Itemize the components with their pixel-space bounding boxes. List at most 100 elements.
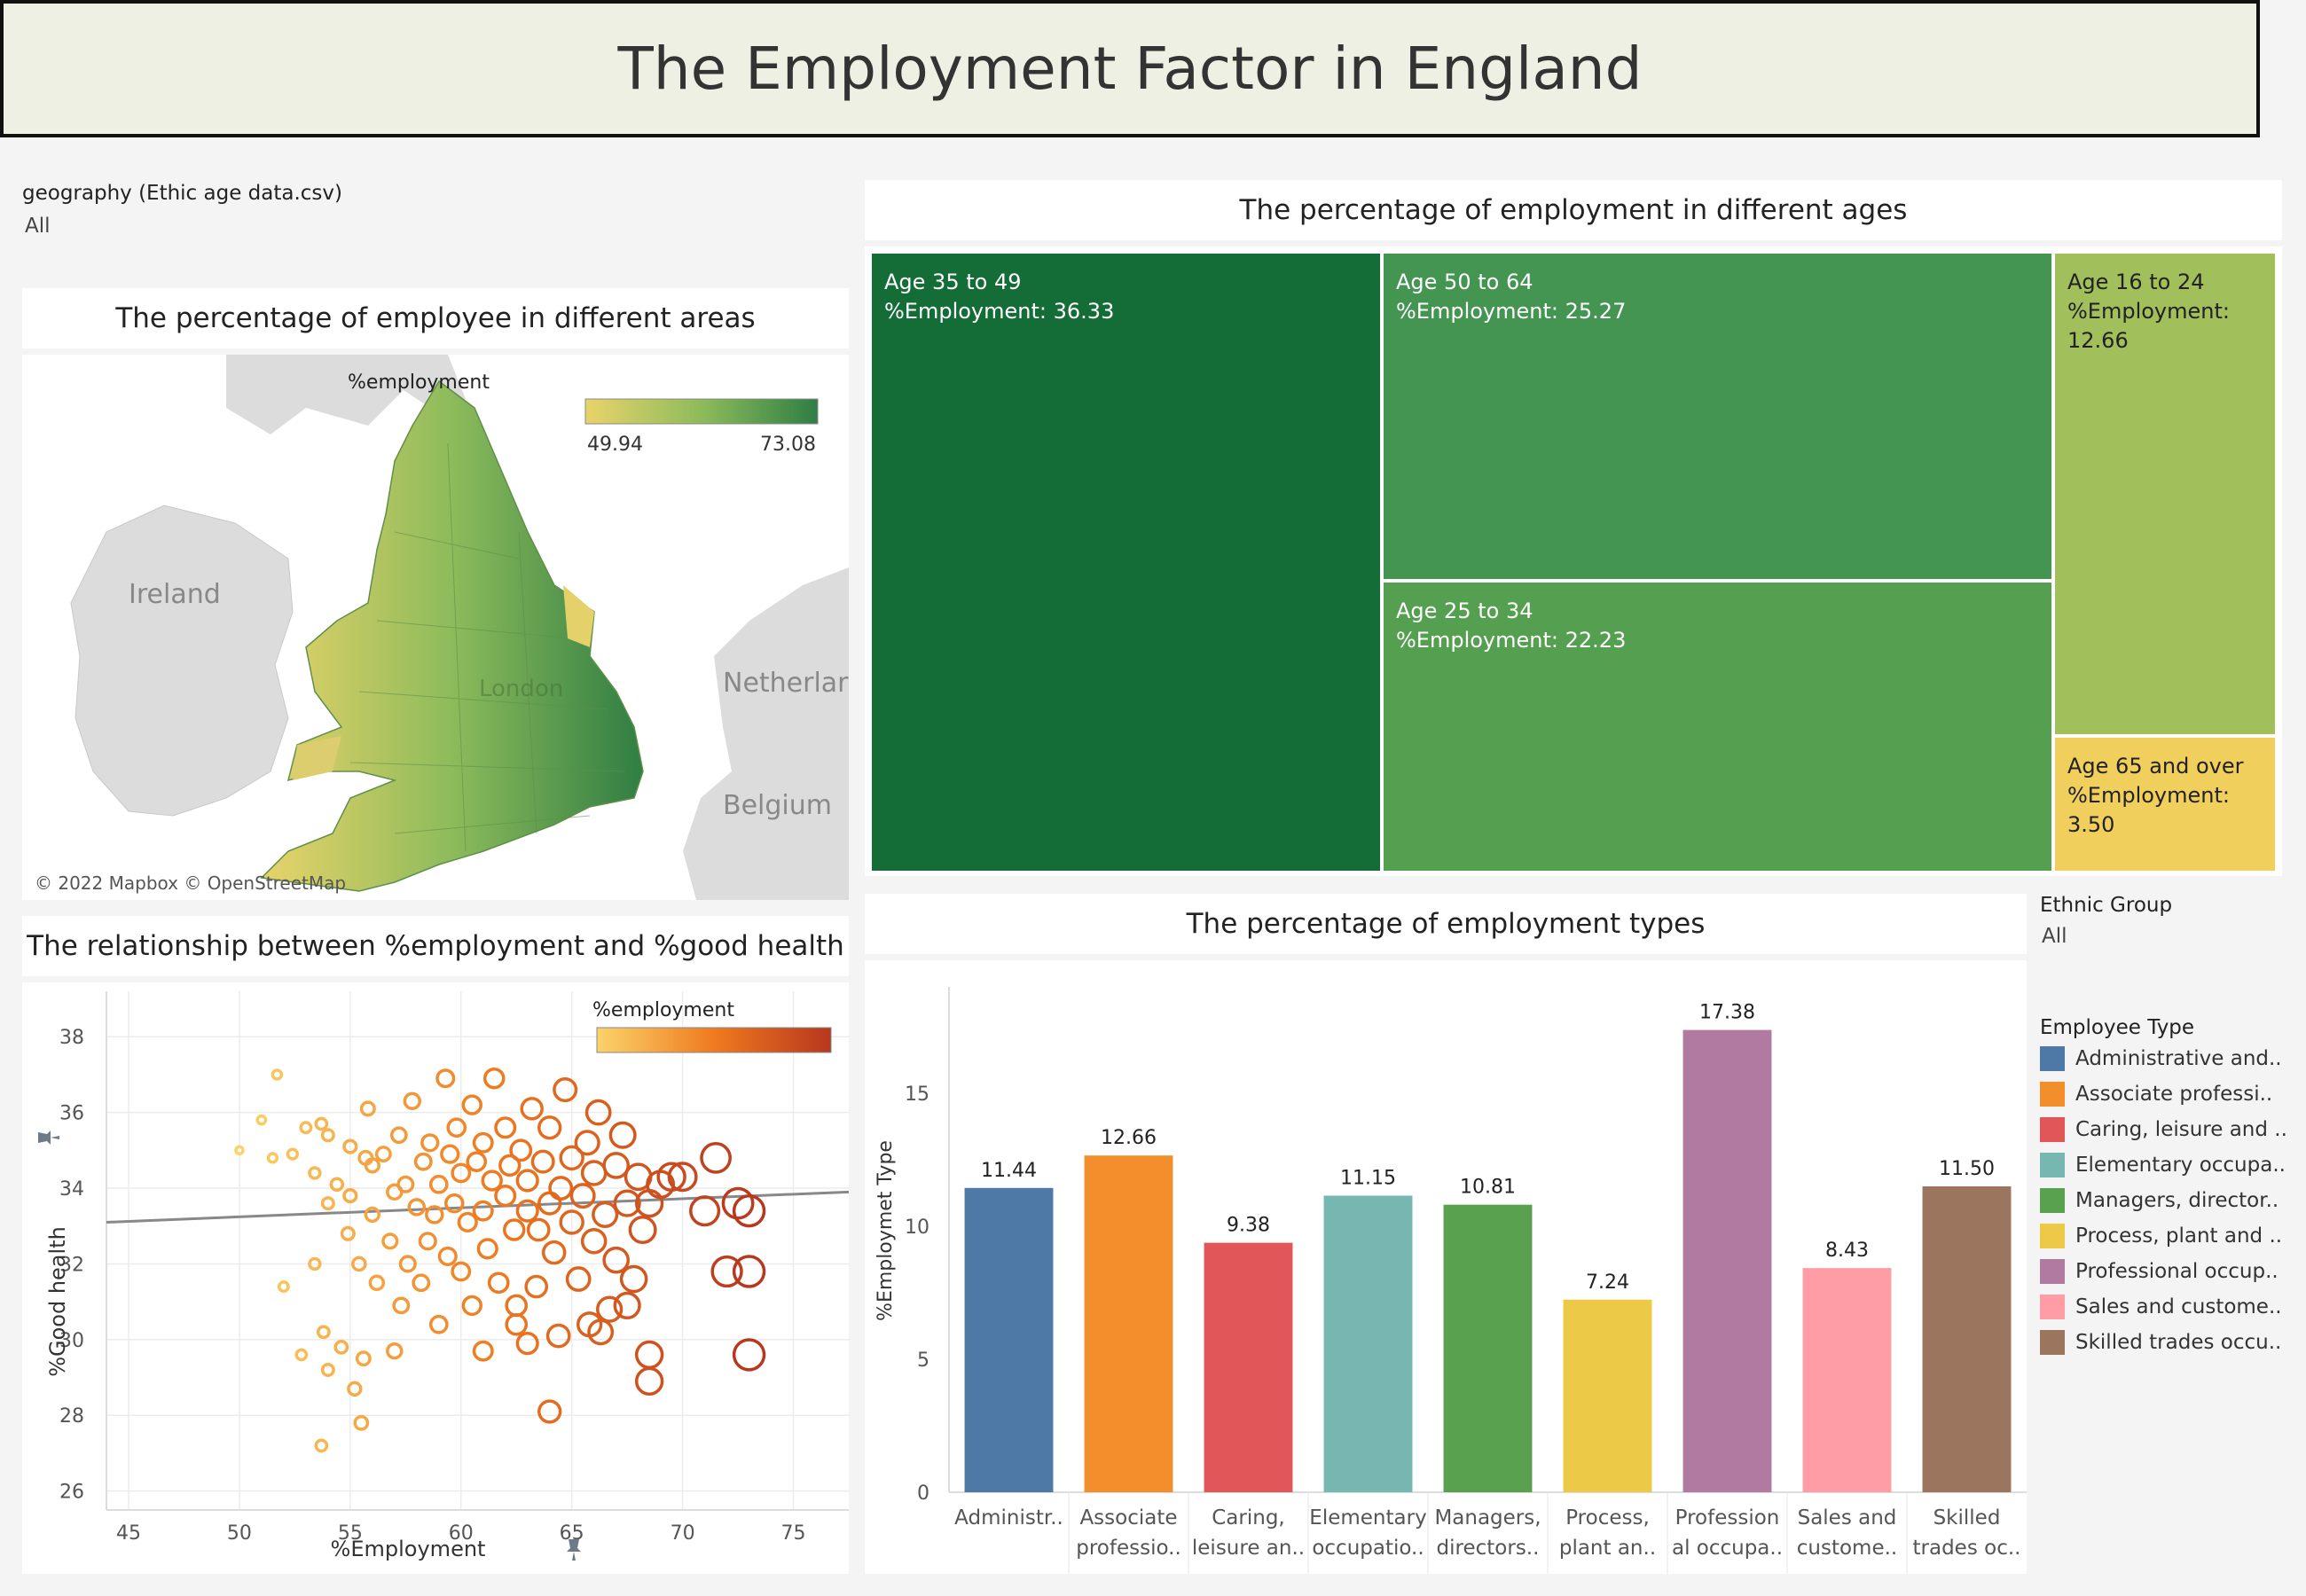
scatter-point[interactable] [403,1091,421,1110]
scatter-point[interactable] [515,1199,539,1223]
scatter-point[interactable] [689,1195,721,1227]
scatter-point[interactable] [359,1100,376,1117]
scatter-point[interactable] [299,1121,313,1135]
scatter-point[interactable] [634,1366,664,1396]
scatter-point[interactable] [574,1130,600,1156]
scatter-point[interactable] [472,1131,494,1154]
scatter-point[interactable] [548,1176,574,1201]
scatter-point[interactable] [608,1121,637,1149]
scatter-point[interactable] [428,1314,449,1334]
scatter-point[interactable] [613,1189,641,1217]
scatter-point[interactable] [271,1068,284,1081]
legend-item[interactable]: Managers, director.. [2040,1186,2279,1215]
map-panel[interactable]: %employment 49.94 73.08 Ireland Netherla… [22,355,849,900]
scatter-point[interactable] [234,1145,245,1156]
scatter-point[interactable] [461,1094,482,1115]
scatter-point[interactable] [541,1240,567,1265]
scatter-point[interactable] [537,1399,562,1424]
scatter-point[interactable] [584,1099,612,1126]
scatter-point[interactable] [314,1438,329,1453]
scatter-point[interactable] [537,1115,562,1140]
scatter-point[interactable] [476,1238,498,1260]
scatter-point[interactable] [559,1209,584,1235]
scatter-point[interactable] [347,1381,363,1397]
pin-icon[interactable] [567,1539,581,1561]
scatter-point[interactable] [545,1323,571,1349]
scatter-point[interactable] [418,1232,437,1251]
scatter-point[interactable] [398,1255,417,1273]
legend-item[interactable]: Process, plant and .. [2040,1222,2282,1250]
scatter-point[interactable] [613,1291,641,1320]
ethnic-filter-value[interactable]: All [2042,925,2067,948]
scatter-point[interactable] [515,1169,539,1193]
scatter-point[interactable] [667,1162,698,1193]
treemap-cell-age-50-64[interactable]: Age 50 to 64 %Employment: 25.27 [1382,252,2053,581]
scatter-point[interactable] [425,1205,444,1224]
scatter-point[interactable] [487,1271,510,1295]
scatter-point[interactable] [509,1138,533,1162]
legend-item[interactable]: Sales and custome.. [2040,1293,2282,1321]
scatter-point[interactable] [266,1152,279,1164]
scatter-point[interactable] [498,1154,522,1177]
scatter-point[interactable] [329,1177,345,1193]
legend-item[interactable]: Professional occup.. [2040,1257,2279,1286]
scatter-point[interactable] [320,1128,335,1143]
scatter-point[interactable] [494,1116,517,1139]
scatter-point[interactable] [364,1206,380,1224]
scatter-point[interactable] [440,1144,460,1164]
scatter-point[interactable] [602,1246,630,1274]
legend-item[interactable]: Skilled trades occu.. [2040,1328,2281,1357]
scatter-point[interactable] [565,1266,592,1292]
scatter-point[interactable] [700,1142,732,1174]
scatter-point[interactable] [580,1228,608,1255]
scatter-point[interactable] [461,1295,482,1317]
scatter-point[interactable] [308,1166,322,1180]
bar[interactable] [1204,1242,1293,1492]
scatter-point[interactable] [308,1256,322,1271]
scatter-point[interactable] [342,1187,358,1204]
scatter-point[interactable] [355,1350,372,1367]
scatter-point[interactable] [530,1149,555,1174]
scatter-point[interactable] [435,1068,456,1089]
scatter-point[interactable] [481,1170,503,1192]
scatter-point[interactable] [595,1295,624,1323]
scatter-point[interactable] [634,1340,664,1370]
scatter-point[interactable] [333,1340,349,1355]
scatter-point[interactable] [721,1186,755,1220]
scatter-point[interactable] [314,1116,329,1131]
scatter-point[interactable] [569,1183,596,1209]
scatter-point[interactable] [457,1211,478,1233]
scatter-point[interactable] [437,1246,458,1266]
scatter-point[interactable] [386,1342,404,1360]
treemap-cell-age-16-24[interactable]: Age 16 to 24 %Employment: 12.66 [2053,252,2277,736]
scatter-point[interactable] [515,1332,539,1356]
scatter-point[interactable] [466,1151,488,1172]
scatter-point[interactable] [502,1218,526,1241]
scatter-point[interactable] [732,1338,766,1372]
geography-filter-value[interactable]: All [25,215,51,238]
scatter-point[interactable] [732,1255,766,1288]
scatter-point[interactable] [656,1162,686,1192]
scatter-point[interactable] [553,1076,578,1103]
scatter-point[interactable] [587,1318,615,1346]
scatter-point[interactable] [320,1196,335,1211]
scatter-point[interactable] [710,1255,743,1288]
scatter-point[interactable] [294,1348,309,1362]
scatter-point[interactable] [364,1157,380,1174]
scatter-point[interactable] [374,1146,392,1163]
scatter-point[interactable] [619,1264,648,1294]
scatter-point[interactable] [392,1296,411,1315]
scatter-point[interactable] [396,1175,415,1193]
treemap-cell-age-35-49[interactable]: Age 35 to 49 %Employment: 36.33 [870,252,1382,872]
scatter-point[interactable] [286,1147,300,1161]
bar[interactable] [1802,1268,1892,1492]
scatter-point[interactable] [580,1160,608,1186]
scatter-point[interactable] [381,1232,399,1250]
scatter-point[interactable] [316,1325,331,1340]
scatter-point[interactable] [505,1294,529,1318]
scatter-point[interactable] [320,1362,335,1378]
bar[interactable] [964,1187,1054,1492]
legend-item[interactable]: Administrative and.. [2040,1044,2282,1073]
scatter-point[interactable] [472,1200,494,1222]
bar[interactable] [1682,1029,1772,1492]
